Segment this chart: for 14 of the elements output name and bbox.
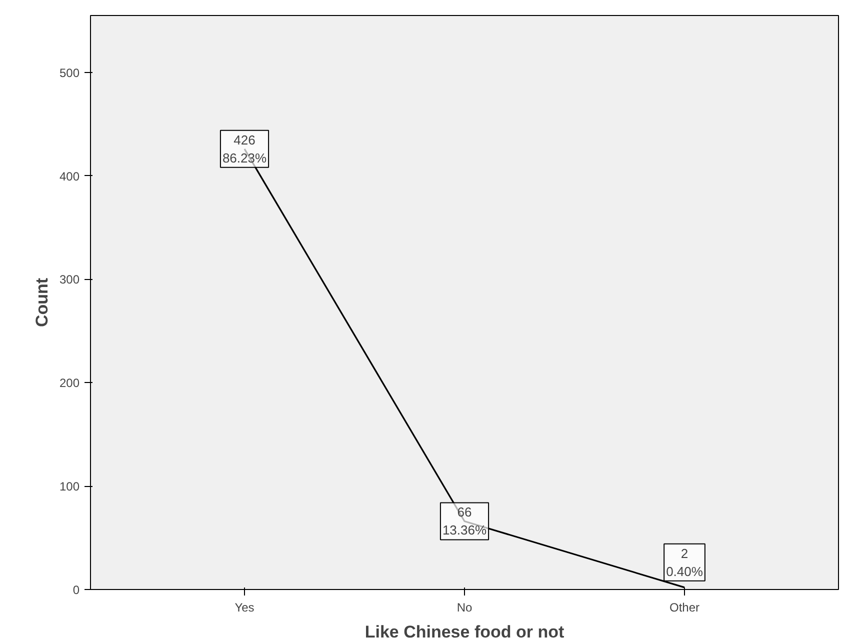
x-axis-title: Like Chinese food or not	[364, 622, 564, 642]
y-tick-label: 300	[59, 272, 80, 287]
data-label: 426 86.23%	[222, 132, 267, 166]
x-tick-label: Yes	[234, 600, 254, 614]
y-tick-label: 500	[59, 66, 80, 80]
data-label: 2 0.40%	[666, 546, 704, 579]
data-label: 66 13.36%	[442, 504, 487, 538]
y-tick-label: 400	[59, 169, 80, 184]
y-axis-title: Count	[32, 278, 52, 328]
y-tick-label: 100	[59, 480, 80, 494]
x-tick-label: Other	[669, 600, 700, 614]
y-tick-label: 200	[59, 376, 80, 390]
y-tick-label: 0	[72, 583, 80, 597]
x-tick-label: No	[456, 600, 472, 614]
